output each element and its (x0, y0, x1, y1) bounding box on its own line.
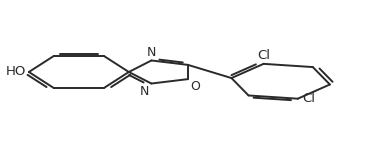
Text: Cl: Cl (302, 92, 315, 105)
Text: N: N (140, 85, 149, 98)
Text: HO: HO (5, 66, 26, 78)
Text: Cl: Cl (257, 49, 270, 62)
Text: N: N (147, 46, 156, 59)
Text: O: O (190, 80, 200, 93)
